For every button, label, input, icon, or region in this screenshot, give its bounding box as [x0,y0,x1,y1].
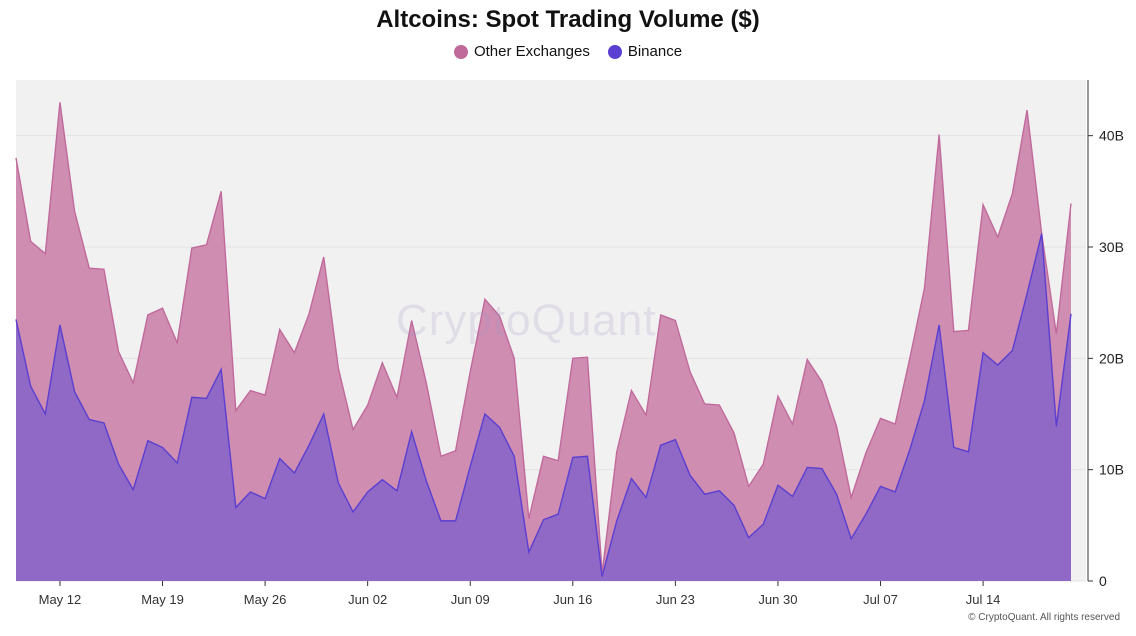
x-tick-label: Jul 14 [966,592,1001,607]
legend-swatch-other-exchanges [453,44,468,59]
x-tick-label: May 12 [39,592,82,607]
x-tick-label: Jun 09 [451,592,490,607]
x-tick-label: Jun 16 [553,592,592,607]
legend-item-other-exchanges[interactable]: Other Exchanges [453,43,590,60]
legend-swatch-binance [607,44,622,59]
copyright-notice: © CryptoQuant. All rights reserved [968,612,1120,623]
y-tick-label: 20B [1099,350,1124,366]
x-tick-label: Jul 07 [863,592,898,607]
y-tick-label: 30B [1099,239,1124,255]
legend-label-binance: Binance [627,43,683,60]
legend: Other Exchanges Binance [0,43,1136,60]
chart-title: Altcoins: Spot Trading Volume ($) [376,6,760,33]
y-axis: 0 10B 20B 30B 40B [1088,128,1124,589]
x-tick-label: May 19 [141,592,184,607]
y-tick-label: 40B [1099,128,1124,144]
line-other-exchanges [15,102,1072,574]
y-tick-label: 0 [1099,573,1107,589]
area-binance [16,233,1071,581]
x-tick-label: Jun 30 [758,592,797,607]
legend-label-other-exchanges: Other Exchanges [473,43,590,60]
x-axis: May 12 May 19 May 26 Jun 02 Jun 09 Jun 16 Jun … [39,581,1001,607]
data-areas [15,102,1072,581]
x-tick-label: Jun 02 [348,592,387,607]
legend-item-binance[interactable]: Binance [607,43,683,60]
x-tick-label: Jun 23 [656,592,695,607]
x-tick-label: May 26 [244,592,287,607]
line-binance [15,233,1072,577]
y-tick-label: 10B [1099,462,1124,478]
